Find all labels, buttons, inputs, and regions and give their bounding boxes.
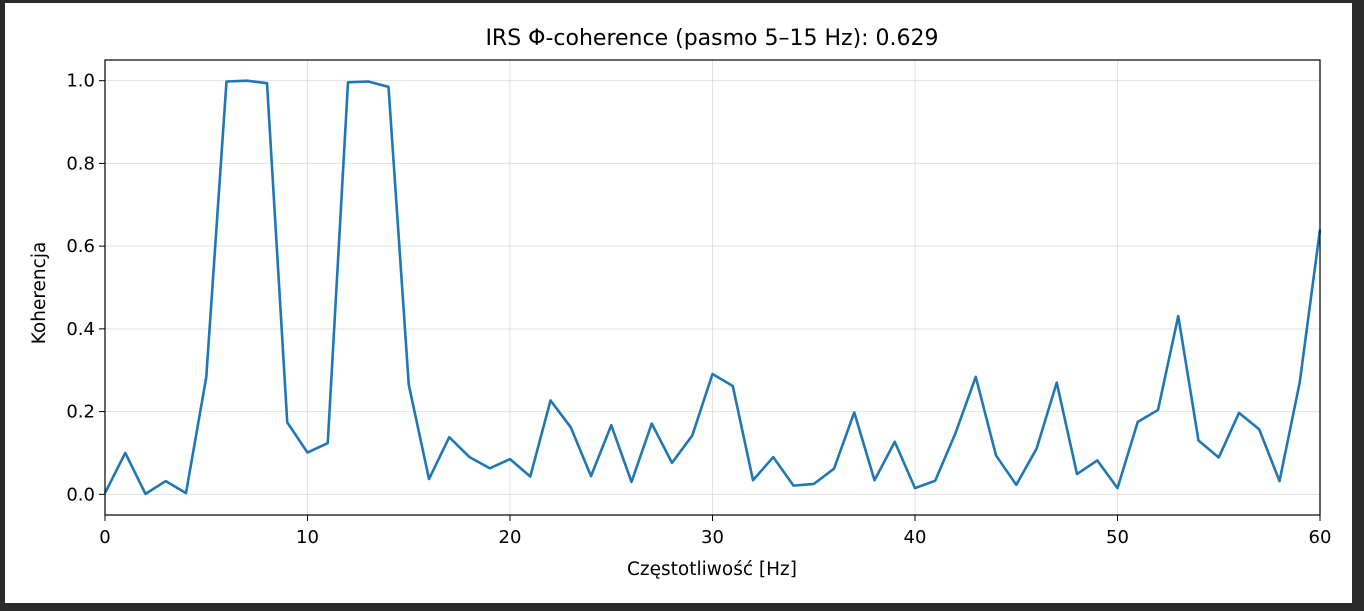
series-line [103, 79, 1322, 496]
grid [104, 60, 1321, 515]
chart-title: IRS Φ-coherence (pasmo 5–15 Hz): 0.629 [485, 26, 938, 51]
y-tick-label: 1.0 [66, 71, 95, 92]
x-tick-label: 40 [904, 527, 927, 548]
x-tick-label: 10 [296, 527, 319, 548]
x-tick-label: 30 [701, 527, 724, 548]
x-tick-label: 20 [499, 527, 522, 548]
x-axis-label: Częstotliwość [Hz] [627, 559, 797, 580]
coherence-line-chart: 0 10 20 30 40 50 60 0.0 0.2 0.4 0.6 0.8 1.0 IRS Φ-c… [29, 26, 1331, 580]
y-tick-label: 0.6 [66, 236, 95, 257]
y-tick-label: 0.0 [66, 484, 95, 505]
y-tick-label: 0.4 [66, 319, 95, 340]
x-tick-label: 0 [99, 527, 110, 548]
y-tick-label: 0.2 [66, 402, 95, 423]
x-tick-label: 60 [1309, 527, 1332, 548]
figure: 0 10 20 30 40 50 60 0.0 0.2 0.4 0.6 0.8 1.0 IRS Φ-c… [5, 3, 1352, 603]
y-axis: 0.0 0.2 0.4 0.6 0.8 1.0 [66, 71, 105, 505]
plot-area [103, 79, 1322, 496]
x-tick-label: 50 [1106, 527, 1129, 548]
x-axis: 0 10 20 30 40 50 60 [99, 515, 1331, 548]
y-axis-label: Koherencja [29, 242, 50, 345]
y-tick-label: 0.8 [66, 153, 95, 174]
